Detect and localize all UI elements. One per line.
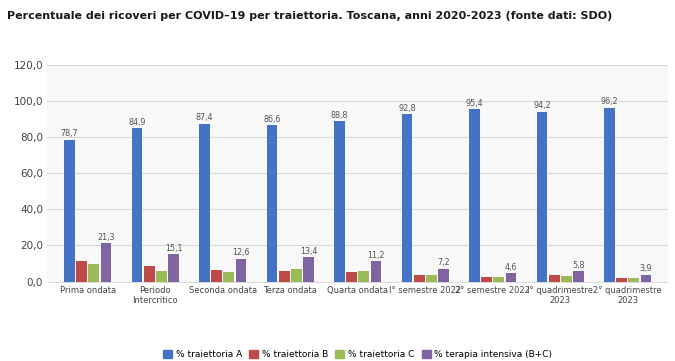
- Bar: [537, 112, 547, 282]
- Text: 94,2: 94,2: [533, 101, 551, 110]
- Bar: [561, 277, 572, 282]
- Text: 15,1: 15,1: [165, 244, 182, 253]
- Bar: [303, 257, 314, 282]
- Bar: [358, 271, 369, 282]
- Bar: [132, 129, 142, 282]
- Bar: [291, 269, 302, 282]
- Text: 7,2: 7,2: [437, 258, 450, 267]
- Bar: [279, 271, 290, 282]
- Bar: [641, 275, 651, 282]
- Text: 5,8: 5,8: [572, 261, 585, 270]
- Text: 92,8: 92,8: [398, 104, 416, 113]
- Bar: [211, 270, 222, 282]
- Bar: [493, 277, 504, 282]
- Bar: [64, 139, 75, 282]
- Text: 86,6: 86,6: [263, 115, 281, 124]
- Text: 12,6: 12,6: [232, 248, 250, 257]
- Bar: [371, 261, 381, 282]
- Bar: [426, 275, 437, 282]
- Bar: [156, 271, 167, 282]
- Bar: [168, 254, 179, 282]
- Bar: [76, 261, 87, 282]
- Bar: [101, 243, 111, 282]
- Bar: [267, 125, 277, 282]
- Bar: [628, 278, 639, 282]
- Legend: % traiettoria A, % traiettoria B, % traiettoria C, % terapia intensiva (B+C): % traiettoria A, % traiettoria B, % trai…: [159, 347, 556, 361]
- Text: 87,4: 87,4: [196, 113, 213, 122]
- Text: 78,7: 78,7: [61, 129, 78, 138]
- Bar: [414, 275, 425, 282]
- Bar: [144, 266, 155, 282]
- Bar: [573, 271, 584, 282]
- Text: 3,9: 3,9: [640, 264, 652, 273]
- Text: 4,6: 4,6: [505, 263, 517, 272]
- Bar: [199, 124, 210, 282]
- Text: 13,4: 13,4: [300, 247, 317, 256]
- Bar: [346, 273, 357, 282]
- Bar: [88, 264, 99, 282]
- Bar: [549, 275, 560, 282]
- Text: 21,3: 21,3: [97, 233, 115, 242]
- Bar: [481, 277, 492, 282]
- Bar: [616, 278, 627, 282]
- Text: Percentuale dei ricoveri per COVID–19 per traiettoria. Toscana, anni 2020-2023 (: Percentuale dei ricoveri per COVID–19 pe…: [7, 11, 612, 21]
- Text: 88,8: 88,8: [331, 111, 348, 120]
- Text: 84,9: 84,9: [128, 118, 146, 127]
- Bar: [438, 269, 449, 282]
- Text: 95,4: 95,4: [466, 99, 483, 108]
- Bar: [236, 259, 246, 282]
- Bar: [604, 108, 615, 282]
- Bar: [469, 109, 480, 282]
- Bar: [506, 273, 516, 282]
- Bar: [402, 114, 412, 282]
- Bar: [334, 121, 345, 282]
- Text: 96,2: 96,2: [601, 97, 618, 106]
- Bar: [223, 272, 234, 282]
- Text: 11,2: 11,2: [367, 251, 385, 260]
